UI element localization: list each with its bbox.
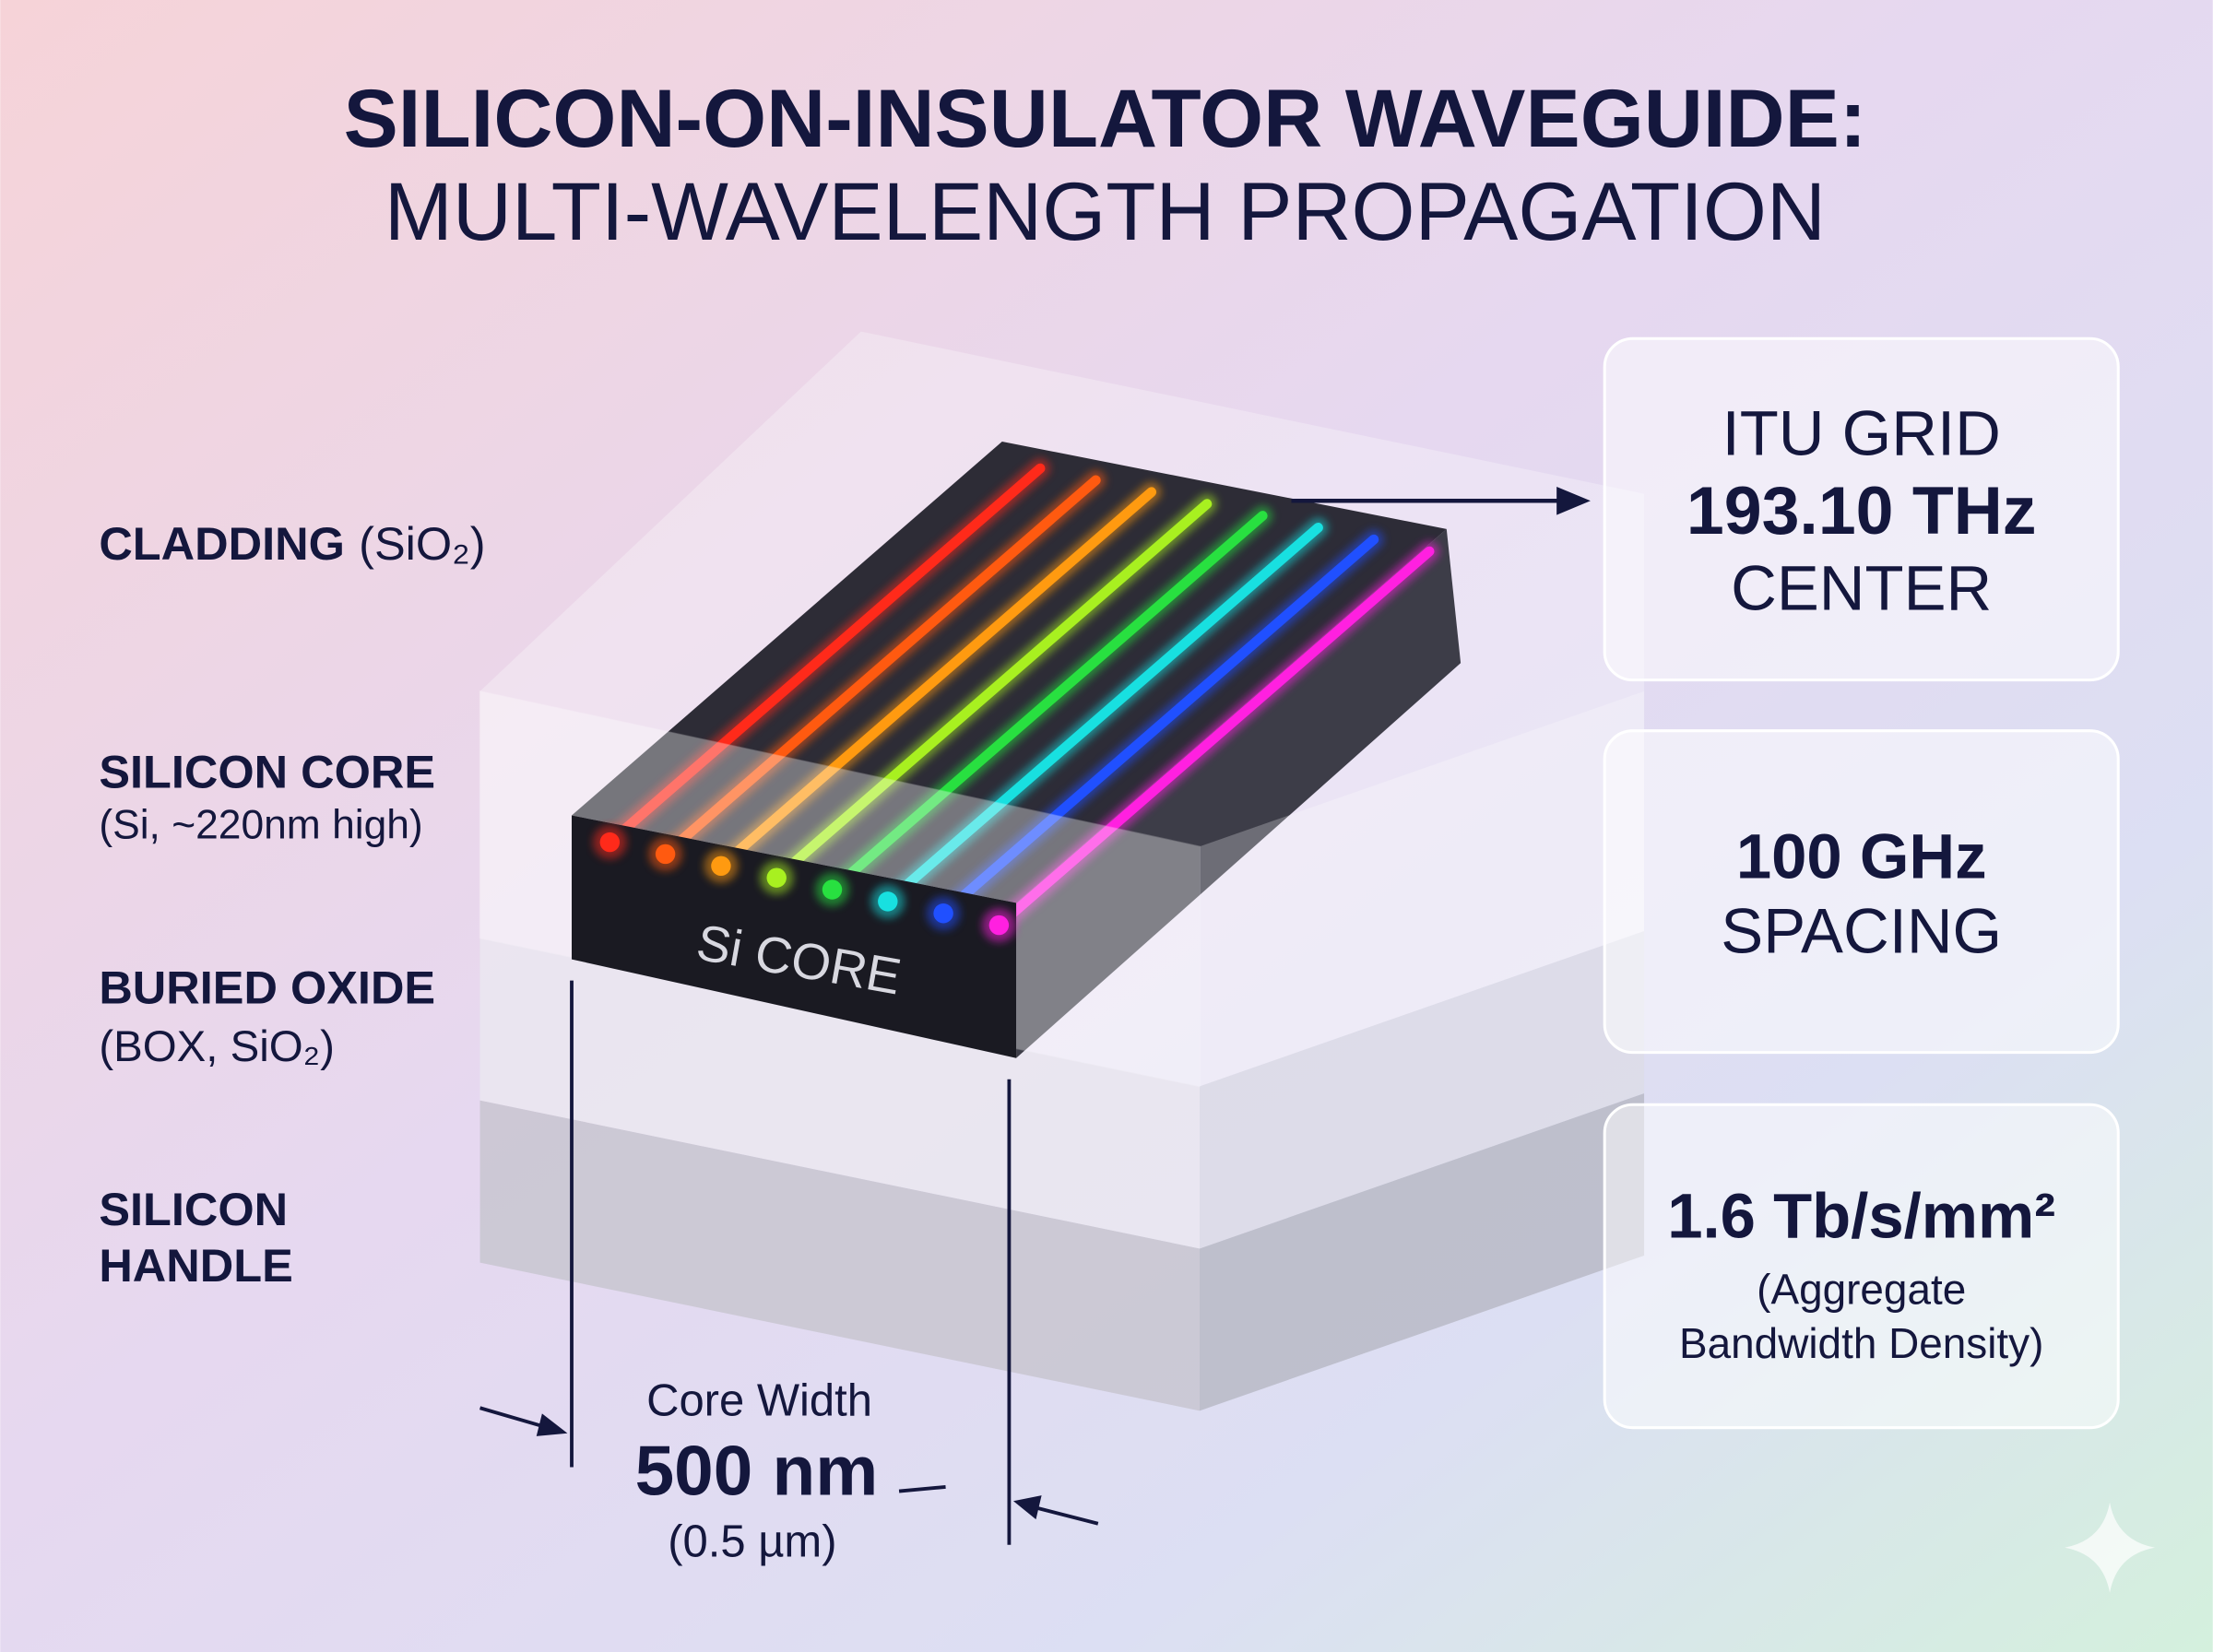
wavelength-dot	[711, 856, 731, 877]
card-value: 100 GHz	[1736, 820, 1987, 891]
wavelength-line	[827, 511, 1268, 895]
core-front	[572, 815, 1017, 1058]
card	[1603, 729, 2120, 1055]
center-arrow	[1291, 486, 1591, 515]
layer-detail: (Si, ~220nm high)	[99, 803, 422, 848]
wavelength-line	[938, 534, 1379, 919]
layer-name: BURIED OXIDE	[99, 962, 435, 1014]
dim-dash	[898, 1485, 946, 1493]
wavelength-line	[771, 499, 1213, 883]
layer-name: CLADDING	[99, 517, 345, 570]
soi-block: Si CORE	[479, 331, 1645, 1411]
handle-front	[479, 1100, 1201, 1411]
card-value: 193.10 THz	[1686, 473, 2037, 549]
wavelength-dot	[766, 867, 787, 888]
title-line2: MULTI-WAVELENGTH PROPAGATION	[385, 166, 1826, 257]
layer-name: SILICON	[99, 1183, 288, 1235]
card-label: ITU GRID	[1722, 397, 2001, 468]
card-note: (Aggregate	[1757, 1266, 1966, 1314]
layer-detail: (SiO₂)	[359, 517, 485, 570]
dim-arrow	[479, 1406, 549, 1430]
layer-name: SILICON CORE	[99, 746, 435, 798]
wavelength-dot	[599, 832, 621, 853]
wavelength-dot	[933, 903, 953, 924]
dimension-lines	[479, 980, 1099, 1545]
handle-side	[1200, 1092, 1645, 1411]
wavelength-lines	[599, 458, 1439, 936]
card	[1603, 336, 2120, 682]
sparkle	[2065, 1502, 2156, 1593]
wavelength-dot	[878, 891, 898, 912]
wavelength-dots	[592, 825, 1016, 942]
wavelength-dot	[822, 879, 843, 900]
layer-name: HANDLE	[99, 1239, 292, 1292]
layer-detail: (BOX, SiO₂)	[99, 1022, 335, 1071]
dim-sub: (0.5 µm)	[668, 1517, 836, 1567]
card-value: 1.6 Tb/s/mm²	[1667, 1181, 2055, 1252]
dim-value: 500 nm	[635, 1433, 879, 1511]
title-line1: SILICON-ON-INSULATOR WAVEGUIDE:	[344, 73, 1867, 164]
wavelength-dot	[988, 914, 1010, 936]
dim-arrow-head	[536, 1413, 568, 1436]
wavelength-line	[660, 475, 1101, 859]
card-caption: SPACING	[1721, 896, 2002, 967]
layer-label: CLADDING (SiO₂)	[99, 517, 485, 570]
arrow-head	[1556, 486, 1591, 515]
card-caption: CENTER	[1731, 553, 1992, 624]
card	[1603, 1103, 2120, 1430]
wavelength-line	[604, 463, 1046, 847]
cards	[1603, 336, 2120, 1430]
dim-label: Core Width	[646, 1376, 872, 1426]
core-side	[1016, 528, 1462, 1058]
dim-arrow-head	[1012, 1495, 1042, 1520]
wavelength-dot	[655, 844, 676, 865]
card-note: Bandwidth Density)	[1679, 1319, 2043, 1367]
box-side	[1200, 931, 1645, 1249]
dim-arrow	[1036, 1506, 1099, 1526]
wavelength-line	[994, 546, 1435, 930]
cladding-side	[1200, 690, 1645, 1087]
wavelength-line	[882, 522, 1323, 907]
wavelength-line	[716, 487, 1157, 871]
box-front	[479, 938, 1201, 1249]
